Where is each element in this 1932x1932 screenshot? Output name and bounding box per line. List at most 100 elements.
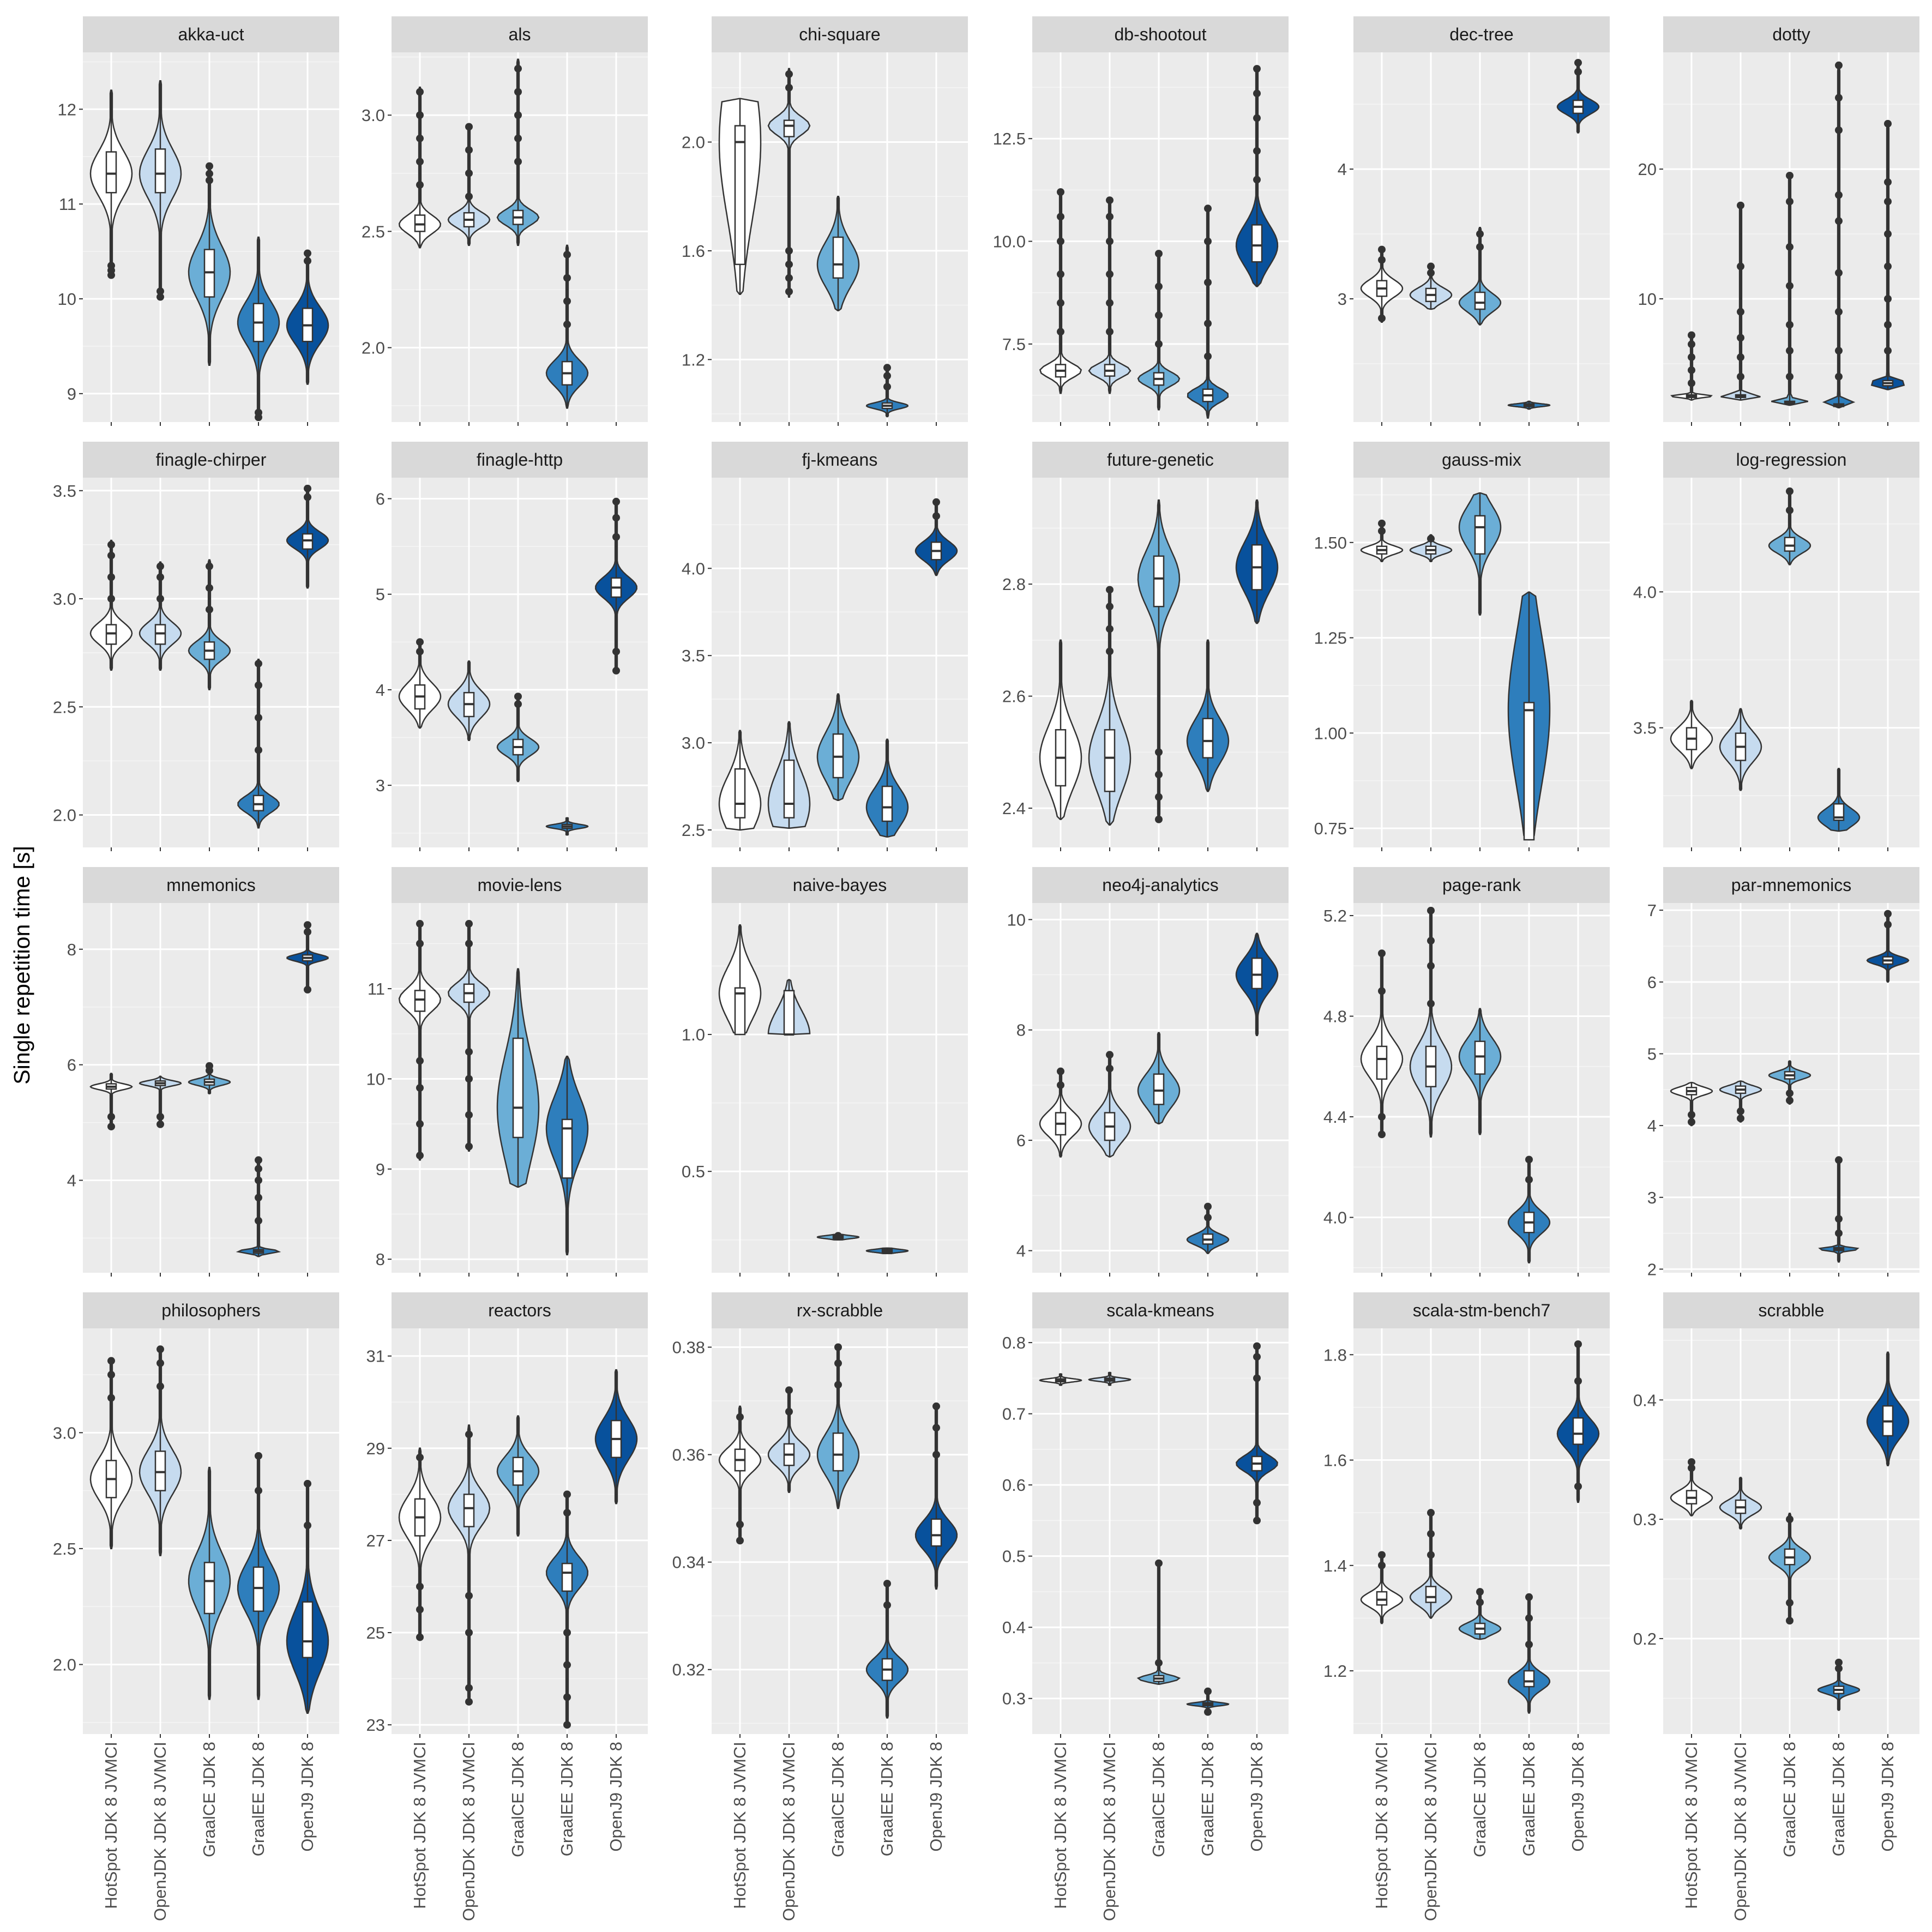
violin-graalee-jdk-8 bbox=[1507, 591, 1551, 841]
outlier-point bbox=[1884, 347, 1892, 355]
y-tick-label: 1.25 bbox=[1314, 629, 1347, 648]
box bbox=[252, 1566, 264, 1612]
outlier-point bbox=[1253, 1353, 1261, 1361]
outlier-point bbox=[1884, 178, 1892, 186]
y-tick-label: 10 bbox=[1007, 910, 1026, 929]
y-tick-label: 0.75 bbox=[1314, 819, 1347, 838]
box bbox=[414, 214, 426, 232]
outlier-point bbox=[107, 540, 115, 549]
x-tick-label: OpenJDK JDK 8 JVMCI bbox=[1731, 1742, 1750, 1921]
outlier-point bbox=[932, 498, 940, 506]
y-tick-label: 4.4 bbox=[1323, 1108, 1347, 1127]
outlier-point bbox=[834, 1343, 842, 1351]
y-tick-label: 23 bbox=[366, 1716, 385, 1735]
panel-als: als 2.0 2.5 3.0 bbox=[362, 16, 648, 426]
panel-page-rank: page-rank 4.0 4.4 4.8 5.2 bbox=[1323, 867, 1610, 1277]
panel-title: movie-lens bbox=[478, 875, 562, 895]
violin-graalee-jdk-8 bbox=[236, 1156, 281, 1257]
y-tick-label: 2.0 bbox=[53, 806, 76, 825]
violin-hotspot-jdk-8-jvmci bbox=[1360, 519, 1404, 563]
panel-strip bbox=[1032, 867, 1289, 903]
violin-openjdk-jdk-8-jvmci bbox=[1088, 1051, 1131, 1158]
y-tick-label: 6 bbox=[67, 1056, 76, 1075]
panel-chi-square: chi-square 1.2 1.6 2.0 bbox=[682, 16, 968, 426]
panel-strip bbox=[83, 867, 339, 903]
violin-graalce-jdk-8 bbox=[1136, 1559, 1181, 1685]
violin-hotspot-jdk-8-jvmci bbox=[1039, 639, 1082, 820]
box bbox=[154, 148, 166, 194]
y-tick-label: 3.5 bbox=[1633, 719, 1657, 738]
outlier-point bbox=[612, 666, 620, 675]
outlier-point bbox=[1106, 328, 1114, 336]
outlier-point bbox=[1106, 196, 1114, 204]
panel-strip bbox=[712, 867, 968, 903]
y-tick-label: 10.0 bbox=[993, 232, 1026, 251]
outlier-point bbox=[883, 372, 891, 380]
outlier-point bbox=[1378, 1113, 1386, 1121]
outlier-point bbox=[255, 1176, 262, 1184]
outlier-point bbox=[416, 940, 424, 948]
violin-hotspot-jdk-8-jvmci bbox=[1670, 700, 1713, 769]
violin-openjdk-jdk-8-jvmci bbox=[1088, 1371, 1131, 1386]
violin-openjdk-jdk-8-jvmci bbox=[1409, 262, 1453, 310]
panel-strip bbox=[712, 16, 968, 52]
box bbox=[1833, 803, 1845, 821]
outlier-point bbox=[1476, 1588, 1484, 1596]
violin-graalce-jdk-8 bbox=[816, 1232, 860, 1241]
outlier-point bbox=[736, 1520, 744, 1528]
outlier-point bbox=[1688, 331, 1695, 339]
y-tick-label: 2.6 bbox=[1002, 687, 1026, 706]
violin-hotspot-jdk-8-jvmci bbox=[398, 638, 442, 729]
outlier-point bbox=[107, 573, 115, 581]
outlier-point bbox=[1204, 320, 1212, 328]
outlier-point bbox=[785, 1407, 793, 1416]
violin-openjdk-jdk-8-jvmci bbox=[1088, 196, 1131, 394]
y-tick-label: 5.2 bbox=[1323, 906, 1347, 925]
y-tick-label: 4.8 bbox=[1323, 1007, 1347, 1026]
panel-title: naive-bayes bbox=[793, 875, 887, 895]
outlier-point bbox=[416, 1633, 424, 1641]
y-tick-label: 29 bbox=[366, 1439, 385, 1458]
outlier-point bbox=[883, 383, 891, 391]
violin-hotspot-jdk-8-jvmci bbox=[89, 539, 133, 671]
outlier-point bbox=[465, 1142, 473, 1151]
outlier-point bbox=[416, 1582, 424, 1591]
y-tick-label: 6 bbox=[376, 490, 385, 509]
y-tick-label: 1.8 bbox=[1323, 1345, 1347, 1364]
outlier-point bbox=[1835, 269, 1843, 277]
violin-openj9-jdk-8 bbox=[595, 497, 637, 675]
outlier-point bbox=[1835, 1229, 1843, 1237]
outlier-point bbox=[1476, 243, 1484, 251]
outlier-point bbox=[157, 1359, 164, 1367]
outlier-point bbox=[1378, 1561, 1386, 1569]
outlier-point bbox=[1476, 230, 1484, 238]
box bbox=[1474, 515, 1486, 555]
violin-graalce-jdk-8 bbox=[188, 1062, 231, 1094]
outlier-point bbox=[1155, 250, 1163, 258]
y-tick-label: 31 bbox=[366, 1347, 385, 1366]
y-tick-label: 25 bbox=[366, 1623, 385, 1642]
y-tick-label: 0.2 bbox=[1633, 1629, 1657, 1648]
panel-naive-bayes: naive-bayes 0.5 1.0 bbox=[682, 867, 968, 1277]
outlier-point bbox=[107, 1122, 115, 1130]
outlier-point bbox=[1525, 1176, 1533, 1184]
panel-strip bbox=[83, 16, 339, 52]
outlier-point bbox=[465, 169, 473, 177]
outlier-point bbox=[1786, 347, 1793, 355]
violin-openj9-jdk-8 bbox=[286, 249, 329, 385]
outlier-point bbox=[1737, 372, 1744, 381]
outlier-point bbox=[107, 595, 115, 603]
violin-graalee-jdk-8 bbox=[865, 364, 909, 418]
panel-background bbox=[392, 478, 648, 847]
x-tick-label: GraalCE JDK 8 bbox=[1780, 1742, 1799, 1857]
outlier-point bbox=[1574, 68, 1582, 76]
outlier-point bbox=[612, 647, 620, 655]
outlier-point bbox=[1253, 114, 1261, 122]
panel-strip bbox=[392, 1292, 648, 1328]
y-tick-label: 2.5 bbox=[53, 697, 76, 717]
outlier-point bbox=[1427, 534, 1435, 543]
y-tick-label: 2.8 bbox=[1002, 575, 1026, 594]
y-tick-label: 0.4 bbox=[1002, 1618, 1026, 1637]
violin-openjdk-jdk-8-jvmci bbox=[767, 1386, 811, 1493]
